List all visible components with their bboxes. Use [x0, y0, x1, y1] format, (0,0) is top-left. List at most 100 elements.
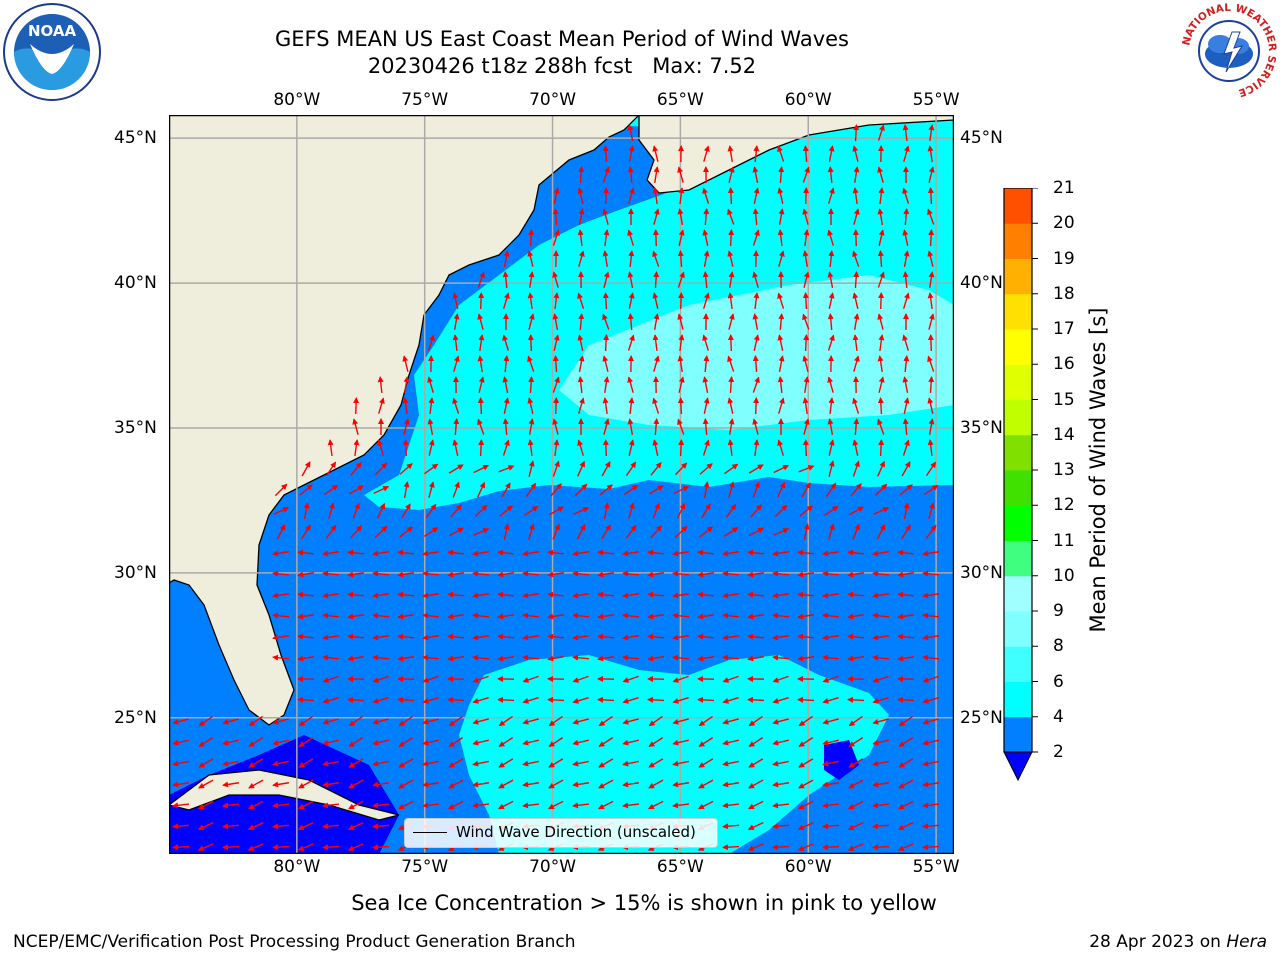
wind-wave-arrow: [572, 675, 589, 683]
wind-wave-arrow: [648, 758, 664, 768]
wind-wave-arrow: [847, 571, 865, 578]
wind-wave-arrow: [677, 355, 684, 373]
wind-wave-arrow: [453, 313, 460, 331]
wind-wave-arrow: [172, 739, 189, 746]
wind-wave-arrow: [348, 758, 364, 768]
wind-wave-arrow: [847, 613, 865, 620]
wind-wave-arrow: [872, 550, 890, 557]
wind-wave-arrow: [552, 376, 560, 393]
wind-wave-arrow: [872, 760, 889, 767]
wind-wave-arrow: [547, 571, 565, 578]
wind-wave-arrow: [247, 843, 264, 851]
wind-wave-arrow: [447, 696, 465, 703]
wind-wave-arrow: [298, 715, 313, 727]
wind-wave-arrow: [222, 781, 240, 788]
wind-wave-arrow: [377, 376, 384, 394]
wind-wave-arrow: [472, 612, 490, 619]
wind-wave-arrow: [922, 634, 940, 641]
wind-wave-arrow: [422, 760, 439, 767]
wind-wave-arrow: [447, 571, 465, 578]
svg-text:NOAA: NOAA: [28, 22, 77, 40]
wind-wave-arrow: [852, 292, 859, 309]
wind-wave-arrow: [897, 633, 915, 640]
wind-wave-arrow: [353, 397, 360, 415]
wind-wave-arrow: [603, 187, 610, 205]
wind-wave-arrow: [828, 439, 835, 456]
dark-blue-region-2: [824, 740, 859, 780]
wind-wave-arrow: [552, 460, 560, 477]
wind-wave-arrow: [925, 461, 937, 477]
wind-wave-arrow: [322, 781, 340, 788]
wind-wave-arrow: [522, 781, 540, 788]
wind-wave-arrow: [752, 271, 759, 288]
wind-wave-arrow: [448, 758, 464, 768]
wind-wave-arrow: [503, 397, 510, 414]
wind-wave-arrow: [603, 271, 610, 288]
wind-wave-arrow: [347, 613, 365, 620]
wind-wave-arrow: [772, 654, 790, 661]
wind-wave-arrow: [903, 208, 910, 226]
wind-wave-arrow: [752, 355, 759, 373]
lat-label-right: 30°N: [960, 562, 1003, 583]
wind-wave-arrow: [678, 187, 685, 205]
wind-wave-arrow: [699, 526, 714, 538]
wind-wave-arrow: [448, 737, 464, 747]
wind-wave-arrow: [827, 418, 834, 436]
wind-wave-arrow: [677, 208, 684, 226]
wind-wave-arrow: [901, 461, 911, 477]
wind-wave-arrow: [247, 821, 264, 831]
wind-wave-arrow: [752, 481, 760, 498]
wind-wave-arrow: [853, 271, 860, 289]
wind-wave-arrow: [903, 250, 910, 267]
wind-wave-arrow: [628, 292, 635, 309]
wind-wave-arrow: [552, 418, 559, 435]
lat-label-right: 25°N: [960, 707, 1003, 728]
wind-wave-arrow: [272, 781, 290, 788]
wind-wave-arrow: [676, 502, 686, 519]
wind-wave-arrow: [597, 549, 615, 556]
noaa-logo: NOAA: [3, 3, 101, 101]
wind-wave-arrow: [848, 758, 864, 768]
wind-wave-arrow: [702, 334, 710, 351]
wind-wave-arrow: [798, 715, 813, 727]
wind-wave-arrow: [528, 229, 535, 247]
wind-wave-arrow: [374, 462, 388, 476]
wind-wave-arrow: [276, 523, 286, 540]
wind-wave-arrow: [853, 313, 860, 331]
wind-wave-arrow: [372, 634, 390, 641]
wind-wave-arrow: [822, 570, 840, 577]
wind-wave-arrow: [576, 523, 586, 540]
wind-wave-arrow: [697, 800, 714, 810]
wind-wave-arrow: [797, 633, 815, 640]
wind-wave-arrow: [347, 571, 365, 578]
wind-wave-arrow: [927, 187, 934, 205]
wind-wave-arrow: [853, 208, 860, 225]
wind-wave-arrow: [222, 760, 239, 767]
wind-wave-arrow: [602, 250, 609, 268]
wind-wave-arrow: [772, 550, 790, 557]
wind-wave-arrow: [750, 504, 762, 518]
lon-label-bottom: 60°W: [784, 857, 832, 877]
wind-wave-arrow: [553, 397, 560, 415]
wind-wave-arrow: [702, 439, 710, 456]
wind-wave-arrow: [448, 715, 463, 727]
wind-wave-arrow: [197, 843, 214, 851]
wind-wave-arrow: [698, 737, 714, 747]
wind-wave-arrow: [772, 675, 789, 683]
wind-wave-arrow: [372, 718, 389, 725]
wind-wave-arrow: [798, 779, 814, 789]
wind-wave-arrow: [672, 654, 690, 661]
wind-wave-arrow: [522, 612, 540, 619]
wind-wave-arrow: [697, 591, 715, 598]
wind-wave-arrow: [548, 715, 563, 727]
wind-wave-arrow: [528, 313, 535, 330]
wind-wave-arrow: [372, 570, 390, 577]
wind-wave-arrow: [447, 800, 464, 810]
wind-wave-arrow: [702, 271, 709, 289]
wind-wave-arrow: [802, 355, 809, 372]
wind-wave-arrow: [450, 504, 462, 518]
wind-wave-arrow: [678, 334, 685, 352]
wind-wave-arrow: [778, 250, 785, 267]
wind-wave-arrow: [822, 696, 839, 704]
wind-wave-arrow: [272, 654, 290, 661]
